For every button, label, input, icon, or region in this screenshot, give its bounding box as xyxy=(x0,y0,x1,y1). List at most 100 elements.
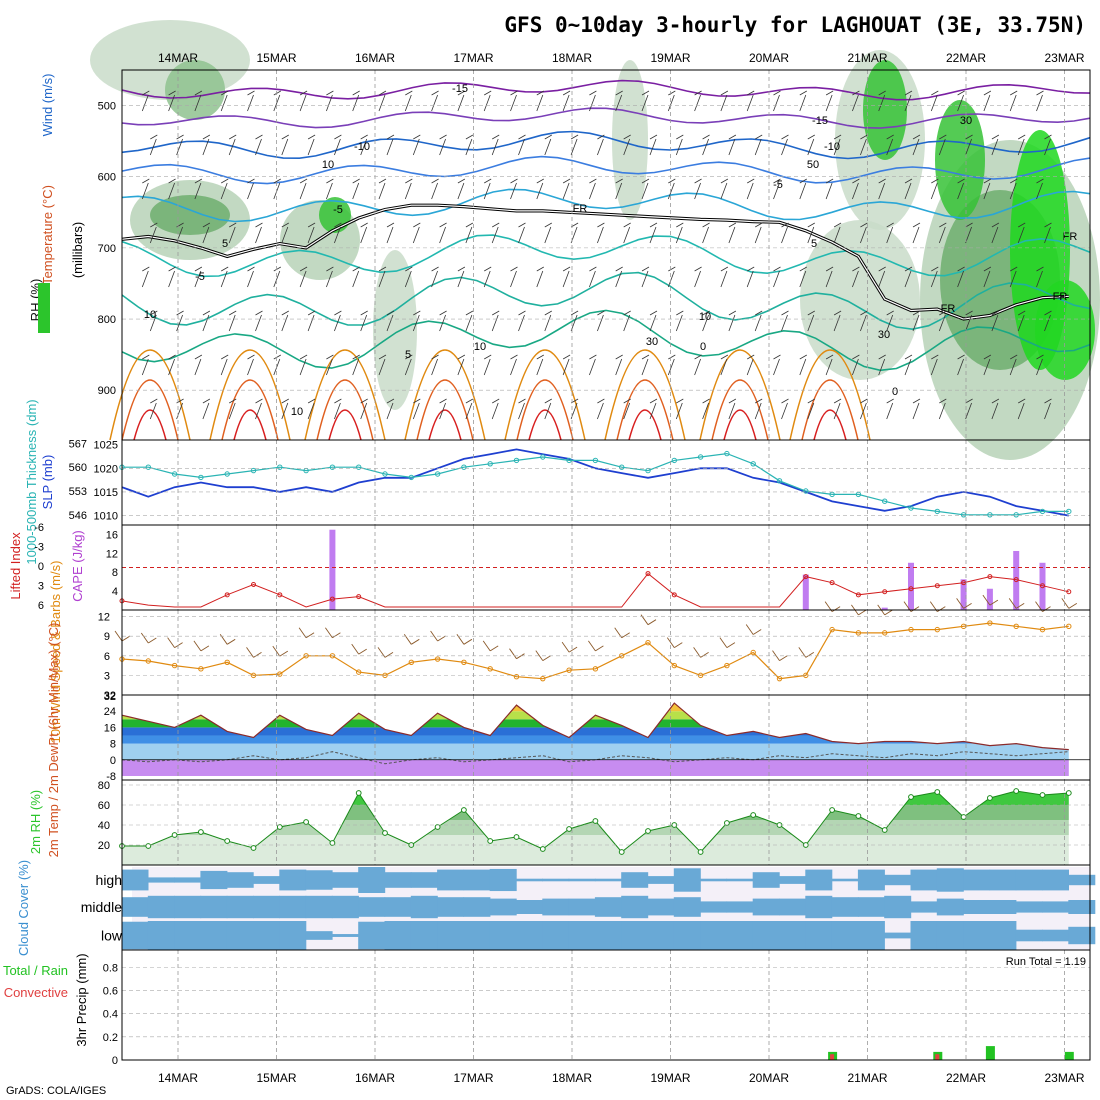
upper-wind-barb xyxy=(702,222,710,244)
upper-wind-barb xyxy=(754,398,763,420)
upper-wind-barb xyxy=(149,134,158,156)
lifted-index-point xyxy=(829,580,835,586)
cloud-cell xyxy=(1015,929,1043,942)
upper-wind-barb xyxy=(491,134,500,156)
upper-wind-barb xyxy=(860,310,868,332)
cloud-cell xyxy=(410,872,438,888)
wind-speed-point xyxy=(408,659,414,666)
cloud-cell xyxy=(253,876,280,884)
upper-wind-barb xyxy=(852,178,860,200)
surface-wind-barb xyxy=(745,624,762,635)
pressure-tick: 500 xyxy=(98,101,116,113)
warm-temperature-contour xyxy=(616,379,674,441)
wind-speed-point xyxy=(592,666,599,672)
warm-temperature-contour xyxy=(528,409,562,441)
cloud-cell xyxy=(831,921,859,950)
wind-tick: 12 xyxy=(98,612,110,624)
upper-wind-barb xyxy=(667,354,676,376)
rh-point xyxy=(250,845,257,851)
cloud-cell xyxy=(621,895,649,919)
temperature-contour xyxy=(121,271,1091,331)
upper-wind-barb xyxy=(510,90,518,112)
upper-wind-barb xyxy=(754,134,763,156)
upper-wind-barb xyxy=(439,222,447,244)
cape-tick: 8 xyxy=(112,567,118,579)
precip-convective-bar xyxy=(830,1054,835,1060)
thickness-point xyxy=(540,454,546,460)
upper-wind-barb xyxy=(991,222,1000,244)
cape-layer xyxy=(119,529,1090,610)
precip-total-bar xyxy=(1064,1051,1074,1060)
warm-temperature-contour xyxy=(789,349,871,441)
contour-label: 10 xyxy=(291,406,303,418)
surface-wind-barb xyxy=(114,630,131,642)
upper-wind-barb xyxy=(825,266,834,288)
wind-speed-point xyxy=(1066,623,1072,630)
upper-wind-barb xyxy=(255,222,263,244)
upper-wind-barb xyxy=(1036,178,1044,200)
warm-temperature-contour xyxy=(404,349,486,441)
temp-top-tick: 32 xyxy=(104,691,116,703)
cloud-cell xyxy=(384,872,412,888)
upper-wind-barb xyxy=(912,134,921,156)
rh-axis-label: 2m RH (%) xyxy=(28,790,43,854)
rh-contour-label: 50 xyxy=(807,159,819,171)
upper-wind-barb xyxy=(307,398,316,420)
cloud-cell xyxy=(200,895,228,919)
upper-wind-barb xyxy=(536,178,544,200)
cloud-cell xyxy=(963,921,991,950)
upper-wind-barb xyxy=(615,178,623,200)
upper-wind-barb xyxy=(825,354,834,376)
wind-speed-point xyxy=(671,662,677,669)
cloud-cell xyxy=(857,897,885,917)
upper-wind-barb xyxy=(457,90,466,112)
precip-tick: 0.6 xyxy=(103,986,118,998)
upper-wind-barb xyxy=(518,398,526,420)
wind-speed-point xyxy=(461,659,467,666)
date-label-bottom: 18MAR xyxy=(552,1071,592,1085)
lifted-index-point xyxy=(882,589,888,595)
upper-wind-barb xyxy=(334,398,342,420)
cloud-cell xyxy=(752,898,780,916)
upper-wind-barb xyxy=(746,178,755,200)
cloud-cell xyxy=(700,921,728,950)
upper-wind-barb xyxy=(168,90,176,112)
temp-tick: -8 xyxy=(106,771,116,783)
upper-wind-barb xyxy=(852,354,860,376)
rh-band xyxy=(122,835,1069,865)
lifted-index-point xyxy=(1066,589,1072,595)
slp-tick: 1015 xyxy=(94,487,118,499)
upper-wind-barb xyxy=(141,354,150,376)
cloud-cell xyxy=(884,932,912,939)
upper-wind-barb xyxy=(983,90,992,112)
upper-wind-barb xyxy=(326,266,334,288)
rh-point xyxy=(434,824,441,830)
wind-tick: 3 xyxy=(104,670,110,682)
upper-wind-barb xyxy=(1044,222,1052,244)
lifted-index-point xyxy=(1040,583,1045,589)
upper-wind-barb xyxy=(412,310,421,332)
cloud-cell xyxy=(647,921,675,950)
date-label-top: 20MAR xyxy=(749,51,789,65)
upper-wind-barb xyxy=(378,266,387,288)
cloud-cell xyxy=(936,868,964,892)
warm-temperature-contour xyxy=(328,409,362,441)
temp-axis-label: 2m Temp / 2m DewPt (6hr Min/Max) (°C) xyxy=(46,623,61,858)
pressure-tick: 900 xyxy=(98,385,116,397)
upper-wind-barb xyxy=(878,178,886,200)
upper-wind-barb xyxy=(141,266,150,288)
cloud-cell xyxy=(147,895,175,919)
thickness-line xyxy=(122,452,1069,516)
upper-wind-barb xyxy=(255,310,263,332)
lifted-index-point xyxy=(277,592,283,598)
cloud-cell xyxy=(384,921,412,950)
upper-wind-barb xyxy=(228,222,237,244)
wind-speed-point xyxy=(540,675,546,682)
upper-wind-barb xyxy=(220,266,229,288)
upper-wind-barb xyxy=(404,90,413,112)
upper-wind-barb xyxy=(675,134,684,156)
cloud-cell xyxy=(594,878,622,882)
upper-wind-barb xyxy=(1009,178,1018,200)
upper-air-axis-label: Wind (m/s) xyxy=(40,74,55,137)
slp-axis-label: SLP (mb) xyxy=(40,455,55,510)
